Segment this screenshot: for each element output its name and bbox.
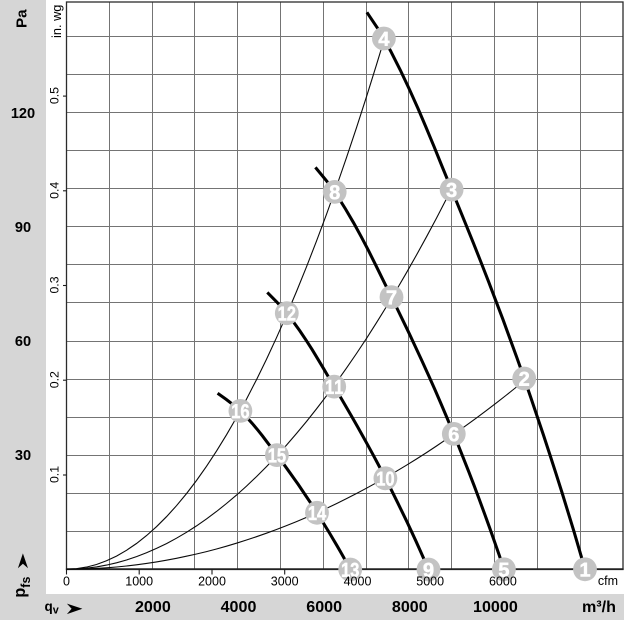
svg-text:0.4: 0.4	[48, 182, 62, 199]
svg-text:in. wg: in. wg	[49, 5, 64, 38]
svg-text:0.1: 0.1	[48, 466, 62, 483]
svg-text:0.5: 0.5	[48, 87, 62, 104]
svg-text:0: 0	[63, 574, 70, 588]
svg-text:6000: 6000	[306, 598, 342, 616]
svg-text:Pa: Pa	[14, 9, 31, 28]
svg-text:2000: 2000	[135, 598, 171, 616]
svg-text:5000: 5000	[416, 574, 444, 588]
svg-text:3000: 3000	[271, 574, 299, 588]
svg-text:30: 30	[15, 448, 31, 464]
svg-text:cfm: cfm	[598, 574, 618, 588]
svg-text:90: 90	[15, 220, 31, 236]
svg-text:6000: 6000	[489, 574, 517, 588]
svg-text:4000: 4000	[221, 598, 257, 616]
svg-text:0.2: 0.2	[48, 371, 62, 388]
svg-text:60: 60	[15, 334, 31, 350]
svg-text:4000: 4000	[344, 574, 372, 588]
svg-text:1000: 1000	[125, 574, 153, 588]
svg-text:2000: 2000	[198, 574, 226, 588]
svg-text:m³/h: m³/h	[582, 598, 616, 616]
svg-text:0.3: 0.3	[48, 276, 62, 293]
svg-text:8000: 8000	[392, 598, 428, 616]
svg-text:10000: 10000	[473, 598, 518, 616]
svg-text:120: 120	[11, 106, 35, 122]
